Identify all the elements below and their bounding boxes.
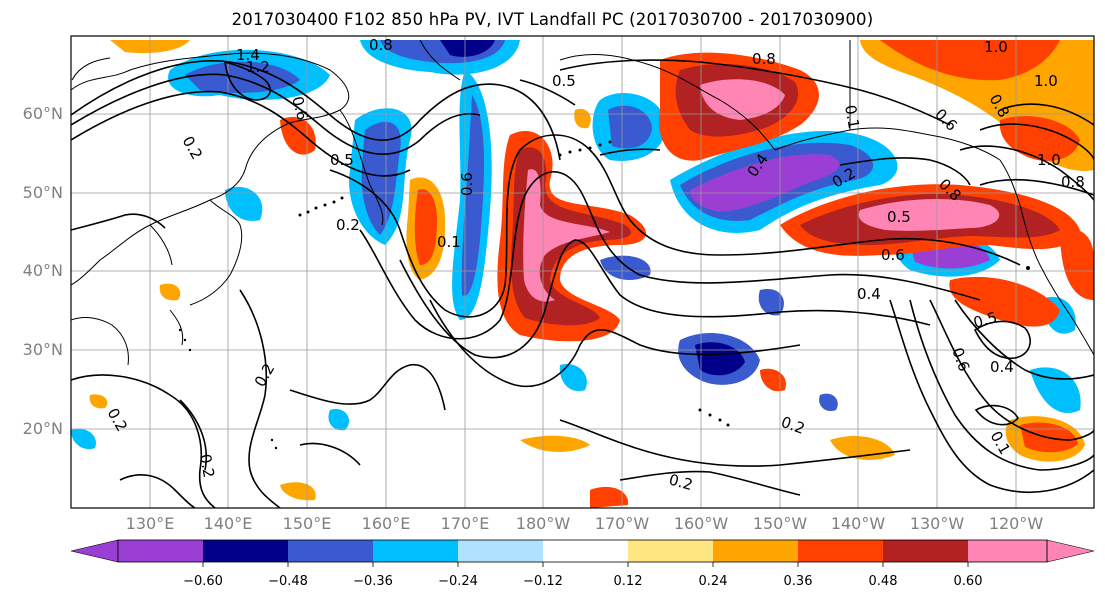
ivt-contours xyxy=(71,59,1094,508)
lon-label: 160°E xyxy=(361,514,411,533)
colorbar-swatch xyxy=(288,540,373,562)
lon-label: 160°W xyxy=(673,514,729,533)
lon-label: 150°E xyxy=(282,514,332,533)
contour-label: 0.1 xyxy=(437,233,461,251)
contour-label: 0.8 xyxy=(369,36,393,54)
lon-label: 150°W xyxy=(752,514,808,533)
contour-label: 1.4 xyxy=(236,46,260,64)
contour-label: 0.6 xyxy=(288,94,312,122)
contour-label: 0.6 xyxy=(458,172,476,196)
lon-label: 140°W xyxy=(830,514,886,533)
contour-label: 0.2 xyxy=(667,470,695,494)
lon-label: 130°E xyxy=(125,514,175,533)
map-area: 1.4 1.2 0.8 0.5 0.2 0.6 0.8 1.0 1.0 0.5 … xyxy=(71,36,1094,508)
contour-label: 0.6 xyxy=(881,246,905,264)
contour-label: 0.8 xyxy=(1061,173,1085,191)
grid-lines xyxy=(71,36,1094,508)
colorbar-swatch xyxy=(373,540,458,562)
colorbar-tick-label: 0.24 xyxy=(698,574,728,589)
colorbar-swatch xyxy=(628,540,713,562)
lon-label: 120°W xyxy=(988,514,1044,533)
lon-label: 170°E xyxy=(440,514,490,533)
colorbar-swatch xyxy=(713,540,798,562)
lat-label: 50°N xyxy=(22,183,63,202)
colorbar-tick-label: 0.60 xyxy=(953,574,983,589)
colorbar-tick-label: −0.12 xyxy=(523,574,563,589)
lat-label: 20°N xyxy=(22,419,63,438)
colorbar-swatch xyxy=(968,540,1047,562)
contour-label: 1.0 xyxy=(984,38,1008,56)
figure-title: 2017030400 F102 850 hPa PV, IVT Landfall… xyxy=(231,10,874,29)
contour-label: 0.2 xyxy=(196,453,218,480)
colorbar-tick-label: 0.48 xyxy=(868,574,898,589)
contour-label: 0.5 xyxy=(971,308,999,332)
contour-label: 0.8 xyxy=(752,50,776,68)
colorbar-tick-label: 0.12 xyxy=(613,574,643,589)
map-frame xyxy=(70,35,1095,509)
contour-label: 0.2 xyxy=(336,216,360,234)
colorbar-tick-label: −0.24 xyxy=(438,574,478,589)
colorbar-extend-min xyxy=(70,539,119,563)
colorbar-swatch xyxy=(203,540,288,562)
colorbar-swatch xyxy=(543,540,628,562)
contour-label: 0.5 xyxy=(887,208,911,226)
colorbar xyxy=(70,539,1095,567)
colorbar-extend-max xyxy=(1046,539,1095,563)
contour-label: 0.4 xyxy=(990,358,1014,376)
contour-label: 1.0 xyxy=(1037,151,1061,169)
colorbar-swatch xyxy=(458,540,543,562)
colorbar-swatch xyxy=(798,540,883,562)
colorbar-tick-label: −0.36 xyxy=(353,574,393,589)
colorbar-swatch xyxy=(883,540,968,562)
coastlines xyxy=(71,39,1094,366)
lon-label: 130°W xyxy=(909,514,965,533)
contour-label: 1.2 xyxy=(246,58,270,76)
lat-label: 60°N xyxy=(22,104,63,123)
contour-label: 0.5 xyxy=(552,72,576,90)
lat-label: 40°N xyxy=(22,261,63,280)
lat-label: 30°N xyxy=(22,340,63,359)
colorbar-tick-label: −0.60 xyxy=(183,574,223,589)
colorbar-tick-label: 0.36 xyxy=(783,574,813,589)
lon-label: 140°E xyxy=(203,514,253,533)
contour-label: 0.1 xyxy=(841,104,863,131)
contour-label: 0.4 xyxy=(857,285,881,303)
pv-shading xyxy=(71,40,1094,508)
colorbar-tick-label: −0.48 xyxy=(268,574,308,589)
contour-label: 0.5 xyxy=(330,151,354,169)
contour-label: 1.0 xyxy=(1034,72,1058,90)
island-chains xyxy=(178,140,1030,450)
lon-label: 170°W xyxy=(594,514,650,533)
colorbar-swatch xyxy=(118,540,203,562)
lon-label: 180°W xyxy=(515,514,571,533)
